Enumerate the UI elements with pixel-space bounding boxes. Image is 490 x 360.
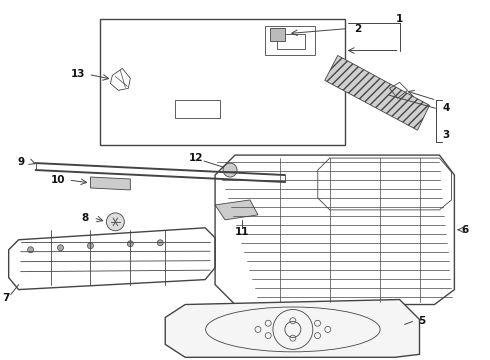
Circle shape <box>57 245 64 251</box>
Text: 5: 5 <box>418 316 425 327</box>
Text: 13: 13 <box>71 69 86 80</box>
Polygon shape <box>270 28 285 41</box>
Circle shape <box>87 243 94 249</box>
Polygon shape <box>325 55 429 130</box>
Polygon shape <box>91 177 130 190</box>
Text: 6: 6 <box>462 225 469 235</box>
Text: 12: 12 <box>189 153 203 163</box>
Text: 9: 9 <box>17 157 24 167</box>
Text: 10: 10 <box>51 175 66 185</box>
Text: 8: 8 <box>82 213 89 223</box>
Polygon shape <box>215 200 258 220</box>
Text: 2: 2 <box>354 24 361 33</box>
Circle shape <box>223 163 237 177</box>
Circle shape <box>157 240 163 246</box>
Text: 1: 1 <box>396 14 403 24</box>
Text: 4: 4 <box>443 103 450 113</box>
Circle shape <box>27 247 34 253</box>
Text: 7: 7 <box>2 293 9 302</box>
Text: 11: 11 <box>235 227 249 237</box>
Polygon shape <box>165 300 419 357</box>
Circle shape <box>106 213 124 231</box>
Circle shape <box>127 241 133 247</box>
Text: 3: 3 <box>443 130 450 140</box>
